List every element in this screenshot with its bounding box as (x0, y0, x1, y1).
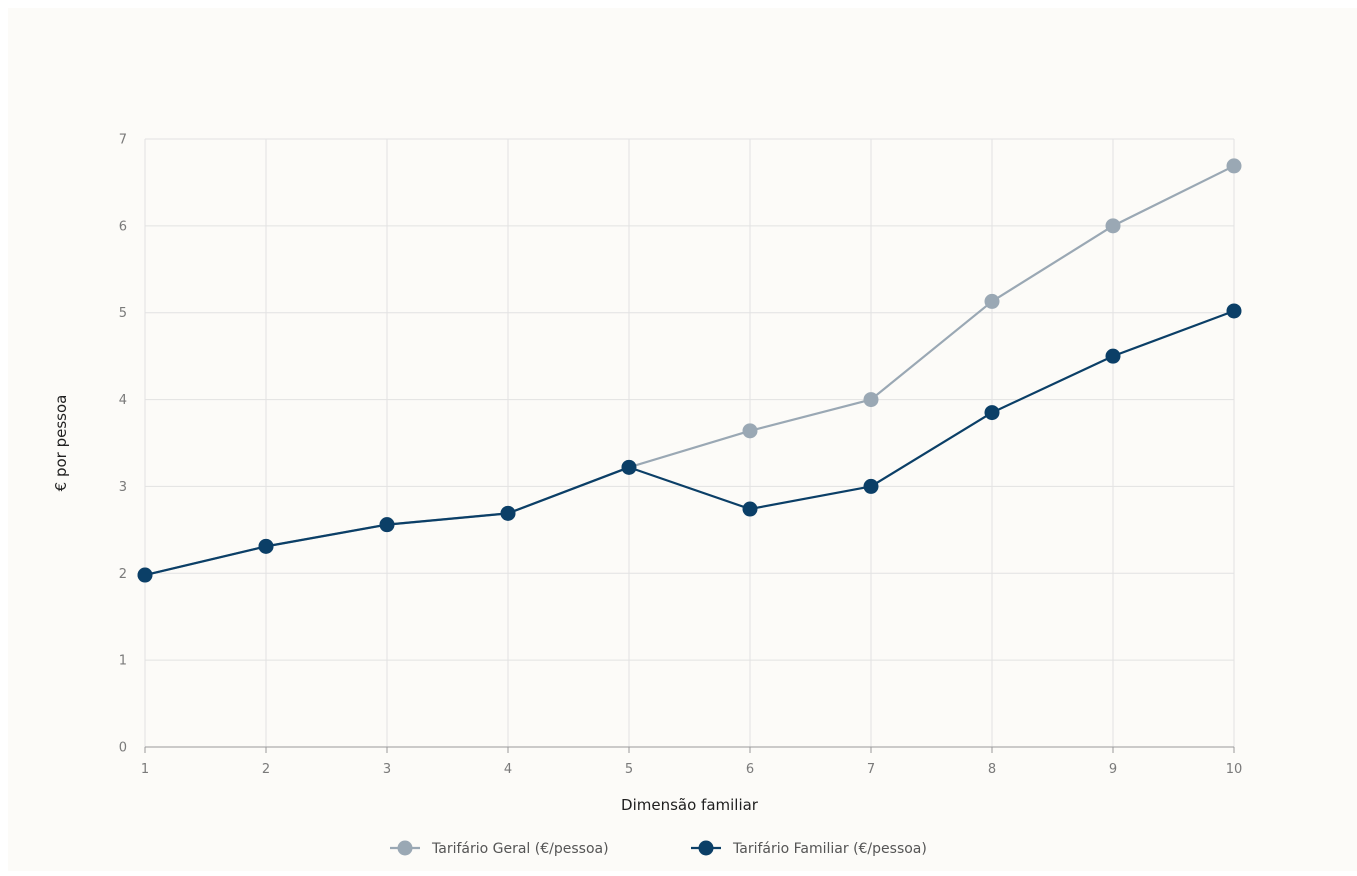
data-point (863, 392, 879, 408)
y-tick-label: 6 (119, 219, 127, 234)
series-group (137, 158, 1242, 583)
x-tick-label: 4 (504, 762, 512, 777)
data-point (742, 501, 758, 517)
legend: Tarifário Geral (€/pessoa) Tarifário Fami… (390, 840, 927, 857)
data-point (621, 459, 637, 475)
y-tick-label: 1 (119, 654, 127, 669)
y-tick-label: 2 (119, 567, 127, 582)
x-tick-label: 5 (625, 762, 633, 777)
data-point (984, 293, 1000, 309)
x-tick-label: 2 (262, 762, 270, 777)
x-tick-label: 1 (141, 762, 149, 777)
data-point (258, 538, 274, 554)
data-point (1226, 158, 1242, 174)
y-tick-label: 0 (119, 741, 127, 756)
x-tick-label: 3 (383, 762, 391, 777)
data-point (1105, 348, 1121, 364)
series-1 (137, 158, 1242, 583)
y-tick-label: 7 (119, 133, 127, 148)
data-point (137, 567, 153, 583)
x-tick-label: 6 (746, 762, 754, 777)
legend-item-2: Tarifário Familiar (€/pessoa) (691, 840, 927, 857)
data-point (1105, 218, 1121, 234)
y-tick-label: 3 (119, 480, 127, 495)
x-tick-label: 8 (988, 762, 996, 777)
legend-label: Tarifário Geral (€/pessoa) (431, 841, 609, 857)
legend-marker (698, 840, 714, 856)
data-point (1226, 303, 1242, 319)
data-point (863, 478, 879, 494)
legend-item-1: Tarifário Geral (€/pessoa) (390, 840, 609, 857)
data-point (500, 505, 516, 521)
grid (144, 138, 1235, 747)
x-axis-title: Dimensão familiar (621, 796, 759, 814)
y-tick-label: 4 (119, 393, 127, 408)
series-line (144, 164, 1235, 577)
data-point (742, 423, 758, 439)
x-tick-label: 9 (1109, 762, 1117, 777)
y-axis-title: € por pessoa (52, 395, 70, 492)
series-2 (137, 303, 1242, 583)
data-point (984, 405, 1000, 421)
series-line (144, 309, 1235, 577)
legend-label: Tarifário Familiar (€/pessoa) (732, 841, 927, 857)
chart-container: 0 1 2 3 4 5 6 7 1 2 3 4 5 6 7 8 9 10 Dimensão familiar € … (8, 8, 1357, 871)
legend-marker (397, 840, 413, 856)
y-tick-label: 5 (119, 306, 127, 321)
data-point (379, 517, 395, 533)
x-tick-label: 7 (867, 762, 875, 777)
x-tick-label: 10 (1226, 762, 1243, 777)
